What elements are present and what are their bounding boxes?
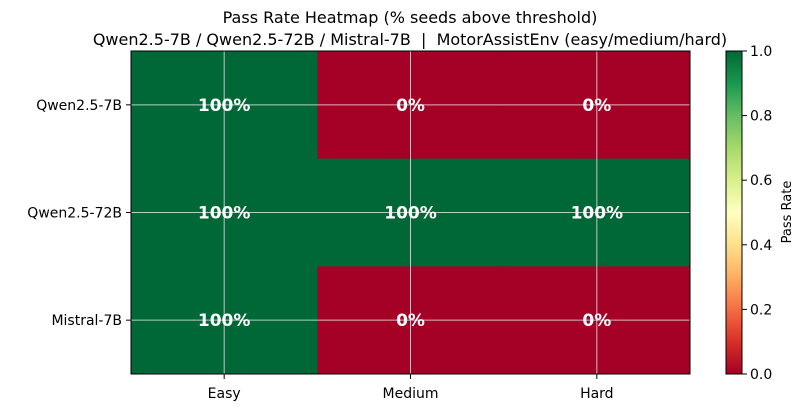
cell-value-label: 100% <box>198 96 251 116</box>
colorbar-tick-label: 0.2 <box>750 302 772 318</box>
x-tick-label: Medium <box>383 386 439 402</box>
cell-value-label: 0% <box>396 311 425 331</box>
cell-value-label: 100% <box>571 204 624 224</box>
colorbar-tick-label: 0.4 <box>750 238 772 254</box>
cell-value-label: 100% <box>384 204 437 224</box>
colorbar-label: Pass Rate <box>780 181 795 244</box>
colorbar-tick-label: 0.6 <box>750 173 772 189</box>
heatmap-cell-labels: 100% 0% 0% 100% 100% 100% 100% 0% 0% <box>198 96 623 331</box>
chart-subtitle: Qwen2.5-7B / Qwen2.5-72B / Mistral-7B | … <box>93 30 727 49</box>
colorbar-tick-label: 0.8 <box>750 109 772 125</box>
colorbar <box>725 50 743 375</box>
y-tick-label: Qwen2.5-72B <box>27 206 122 222</box>
cell-value-label: 100% <box>198 204 251 224</box>
colorbar-tick-label: 1.0 <box>750 44 772 60</box>
x-axis-ticks: Easy Medium Hard <box>208 374 614 402</box>
cell-value-label: 100% <box>198 311 251 331</box>
y-tick-label: Mistral-7B <box>51 313 122 329</box>
y-tick-label: Qwen2.5-7B <box>36 98 122 114</box>
x-tick-label: Hard <box>580 386 614 402</box>
heatmap-grid <box>131 51 690 374</box>
chart-title: Pass Rate Heatmap (% seeds above thresho… <box>223 8 598 27</box>
cell-value-label: 0% <box>582 311 611 331</box>
colorbar-ticks: 0.0 0.2 0.4 0.6 0.8 1.0 <box>742 44 772 383</box>
y-axis-ticks: Qwen2.5-7B Qwen2.5-72B Mistral-7B <box>27 98 131 329</box>
cell-value-label: 0% <box>582 96 611 116</box>
x-tick-label: Easy <box>208 386 241 402</box>
cell-value-label: 0% <box>396 96 425 116</box>
plot-frame <box>130 50 691 375</box>
colorbar-tick-label: 0.0 <box>750 367 772 383</box>
